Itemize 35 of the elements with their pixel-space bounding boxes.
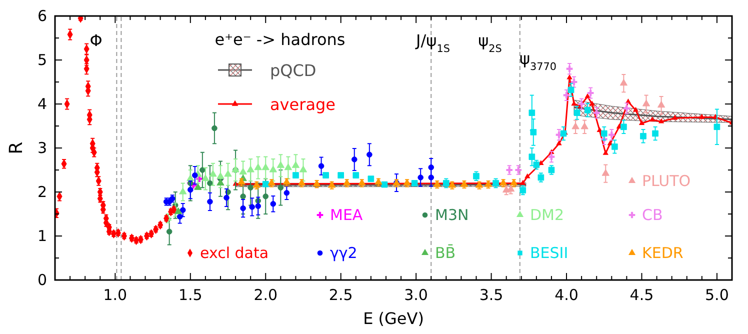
x-tick-label: 1.5 xyxy=(178,286,202,304)
legend-label: CB xyxy=(642,206,663,224)
y-tick-label: 1 xyxy=(37,227,47,245)
legend-label: pQCD xyxy=(270,61,316,80)
y-tick-label: 5 xyxy=(37,51,47,69)
legend-label: BB̄ xyxy=(435,243,456,262)
y-tick-label: 4 xyxy=(37,95,47,113)
x-tick-label: 1.0 xyxy=(103,286,128,304)
annotation: ψ$_{2S}$ xyxy=(478,31,502,55)
y-tick-label: 3 xyxy=(37,139,47,157)
y-tick-label: 6 xyxy=(37,7,47,25)
legend-label: MEA xyxy=(330,206,364,224)
legend-label: BESII xyxy=(530,244,568,262)
annotation: ψ$_{3770}$ xyxy=(519,49,557,73)
legend-label: KEDR xyxy=(642,244,684,262)
legend-title: e⁺e⁻ -> hadrons xyxy=(214,30,346,49)
annotation: Φ xyxy=(90,31,102,50)
x-tick-label: 4.5 xyxy=(630,286,654,304)
x-tick-label: 2.0 xyxy=(254,286,278,304)
legend-label: DM2 xyxy=(530,206,564,224)
y-axis-title: R xyxy=(6,142,27,154)
x-tick-label: 5.0 xyxy=(705,286,729,304)
legend-label: M3N xyxy=(435,206,469,224)
annotation: J/ψ$_{1S}$ xyxy=(415,31,450,55)
legend-label: average xyxy=(270,95,336,114)
x-tick-label: 3.0 xyxy=(404,286,428,304)
x-tick-label: 4.0 xyxy=(554,286,578,304)
x-tick-label: 3.5 xyxy=(479,286,504,304)
x-tick-label: 2.5 xyxy=(328,286,353,304)
legend-label: excl data xyxy=(200,244,269,262)
legend-label: γγ2 xyxy=(330,244,358,262)
y-tick-label: 0 xyxy=(37,271,47,289)
legend-label: PLUTO xyxy=(642,172,691,190)
x-axis-title: E (GeV) xyxy=(363,309,424,328)
y-tick-label: 2 xyxy=(37,183,47,201)
